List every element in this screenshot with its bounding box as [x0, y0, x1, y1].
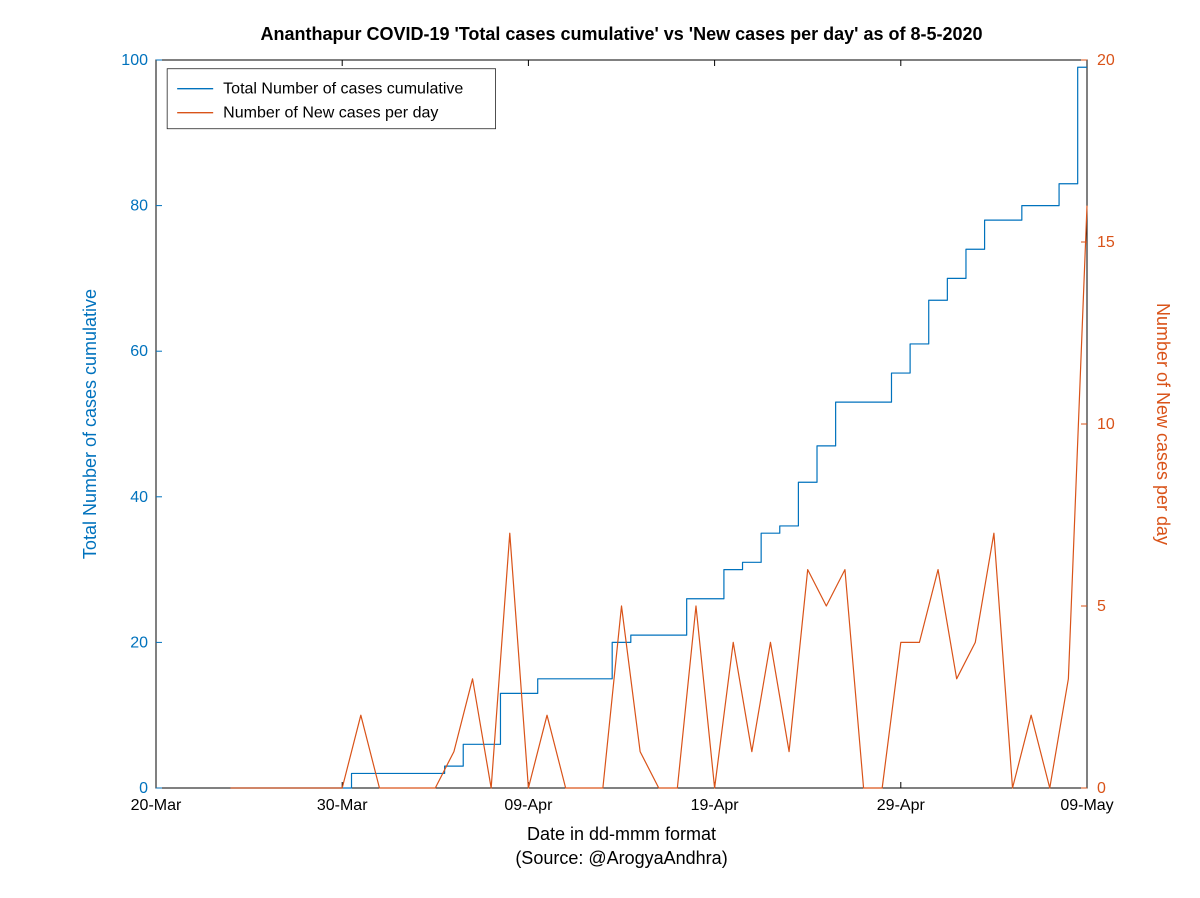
- y-left-tick-label: 20: [130, 634, 148, 651]
- x-tick-label: 30-Mar: [317, 797, 368, 814]
- x-tick-label: 09-Apr: [504, 797, 553, 814]
- y-left-tick-label: 0: [139, 780, 148, 797]
- y-right-tick-label: 10: [1097, 416, 1115, 433]
- chart-svg: 20-Mar30-Mar09-Apr19-Apr29-Apr09-May0204…: [0, 0, 1200, 898]
- y-right-tick-label: 20: [1097, 52, 1115, 69]
- y-right-axis-label: Number of New cases per day: [1153, 303, 1173, 545]
- x-tick-label: 19-Apr: [691, 797, 740, 814]
- x-tick-label: 09-May: [1060, 797, 1113, 814]
- x-axis-label-line2: (Source: @ArogyaAndhra): [515, 848, 727, 868]
- y-right-tick-label: 5: [1097, 598, 1106, 615]
- x-tick-label: 20-Mar: [131, 797, 182, 814]
- y-left-axis-label: Total Number of cases cumulative: [80, 289, 100, 559]
- y-right-tick-label: 0: [1097, 780, 1106, 797]
- x-tick-label: 29-Apr: [877, 797, 926, 814]
- chart-container: 20-Mar30-Mar09-Apr19-Apr29-Apr09-May0204…: [0, 0, 1200, 898]
- legend-item-label: Number of New cases per day: [223, 105, 438, 122]
- chart-title: Ananthapur COVID-19 'Total cases cumulat…: [260, 24, 982, 44]
- y-left-tick-label: 60: [130, 343, 148, 360]
- y-left-tick-label: 100: [121, 52, 148, 69]
- y-left-tick-label: 80: [130, 198, 148, 215]
- x-axis-label-line1: Date in dd-mmm format: [527, 824, 716, 844]
- legend: Total Number of cases cumulative Number o…: [167, 69, 495, 129]
- y-left-tick-label: 40: [130, 489, 148, 506]
- legend-item-label: Total Number of cases cumulative: [223, 81, 463, 98]
- y-right-tick-label: 15: [1097, 234, 1115, 251]
